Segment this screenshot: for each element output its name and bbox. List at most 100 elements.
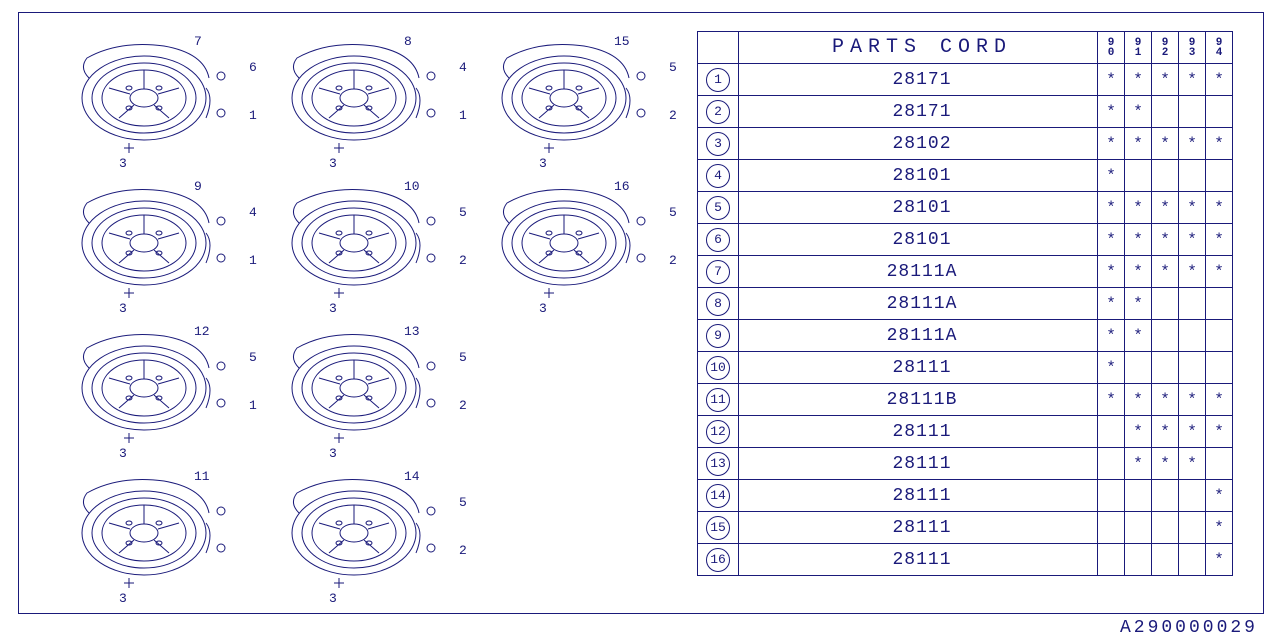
row-mark <box>1098 448 1125 480</box>
row-mark <box>1152 160 1179 192</box>
wheel-diagram: 14523 <box>279 473 449 593</box>
row-id: 5 <box>698 192 739 224</box>
row-code: 28111 <box>739 416 1098 448</box>
row-mark <box>1152 512 1179 544</box>
table-row: 1128111B***** <box>698 384 1233 416</box>
callout-number: 6 <box>249 60 257 75</box>
callout-number: 1 <box>249 253 257 268</box>
header-year-1: 91 <box>1125 32 1152 64</box>
row-id: 8 <box>698 288 739 320</box>
row-mark <box>1206 448 1233 480</box>
callout-number: 13 <box>404 324 420 339</box>
row-mark: * <box>1125 288 1152 320</box>
callout-number: 3 <box>119 301 127 316</box>
row-id: 2 <box>698 96 739 128</box>
row-mark <box>1125 512 1152 544</box>
row-code: 28171 <box>739 64 1098 96</box>
row-code: 28111A <box>739 256 1098 288</box>
wheel-diagram: 8413 <box>279 38 449 158</box>
row-mark <box>1152 352 1179 384</box>
row-mark: * <box>1152 416 1179 448</box>
callout-number: 3 <box>539 156 547 171</box>
row-mark <box>1179 96 1206 128</box>
table-row: 1628111* <box>698 544 1233 576</box>
callout-number: 8 <box>404 34 412 49</box>
callout-number: 1 <box>459 108 467 123</box>
callout-number: 2 <box>459 398 467 413</box>
row-id: 12 <box>698 416 739 448</box>
wheel-diagram: 7613 <box>69 38 239 158</box>
callout-number: 5 <box>459 205 467 220</box>
row-mark: * <box>1098 384 1125 416</box>
row-id: 15 <box>698 512 739 544</box>
row-mark: * <box>1098 96 1125 128</box>
callout-number: 3 <box>329 301 337 316</box>
row-mark: * <box>1125 192 1152 224</box>
wheel-diagram: 16523 <box>489 183 659 303</box>
document-number: A290000029 <box>1120 618 1258 638</box>
table-row: 328102***** <box>698 128 1233 160</box>
row-mark <box>1152 320 1179 352</box>
row-mark: * <box>1098 192 1125 224</box>
header-year-2: 92 <box>1152 32 1179 64</box>
table-row: 1228111**** <box>698 416 1233 448</box>
table-row: 128171***** <box>698 64 1233 96</box>
row-mark: * <box>1125 224 1152 256</box>
callout-number: 14 <box>404 469 420 484</box>
row-code: 28111 <box>739 352 1098 384</box>
row-mark: * <box>1179 416 1206 448</box>
header-year-3: 93 <box>1179 32 1206 64</box>
wheel-diagram: 9413 <box>69 183 239 303</box>
row-id: 16 <box>698 544 739 576</box>
header-parts-cord: PARTS CORD <box>739 32 1098 64</box>
callout-number: 16 <box>614 179 630 194</box>
row-mark: * <box>1125 384 1152 416</box>
row-mark: * <box>1098 160 1125 192</box>
callout-number: 7 <box>194 34 202 49</box>
row-mark <box>1152 544 1179 576</box>
callout-number: 10 <box>404 179 420 194</box>
row-mark: * <box>1206 128 1233 160</box>
wheel-diagram: 15523 <box>489 38 659 158</box>
row-mark <box>1098 480 1125 512</box>
callout-number: 3 <box>119 156 127 171</box>
row-mark <box>1179 352 1206 384</box>
callout-number: 11 <box>194 469 210 484</box>
row-id: 14 <box>698 480 739 512</box>
wheel-diagram: 13523 <box>279 328 449 448</box>
row-id: 6 <box>698 224 739 256</box>
row-id: 3 <box>698 128 739 160</box>
callout-number: 2 <box>669 253 677 268</box>
row-mark: * <box>1179 256 1206 288</box>
row-mark: * <box>1098 256 1125 288</box>
row-code: 28111 <box>739 512 1098 544</box>
callout-number: 3 <box>119 591 127 606</box>
row-mark: * <box>1179 384 1206 416</box>
row-mark <box>1179 160 1206 192</box>
table-row: 928111A** <box>698 320 1233 352</box>
callout-number: 3 <box>329 446 337 461</box>
row-mark: * <box>1125 64 1152 96</box>
row-mark: * <box>1098 352 1125 384</box>
callout-number: 5 <box>459 350 467 365</box>
row-mark <box>1179 288 1206 320</box>
row-code: 28101 <box>739 224 1098 256</box>
row-mark: * <box>1098 320 1125 352</box>
row-code: 28111 <box>739 448 1098 480</box>
row-mark: * <box>1152 448 1179 480</box>
row-code: 28171 <box>739 96 1098 128</box>
callout-number: 15 <box>614 34 630 49</box>
row-mark: * <box>1125 256 1152 288</box>
row-mark: * <box>1152 64 1179 96</box>
row-id: 10 <box>698 352 739 384</box>
row-mark: * <box>1098 64 1125 96</box>
callout-number: 5 <box>669 60 677 75</box>
row-id: 7 <box>698 256 739 288</box>
row-mark <box>1179 544 1206 576</box>
row-mark: * <box>1179 64 1206 96</box>
callout-number: 3 <box>539 301 547 316</box>
wheels-area: 7613 8413 <box>49 33 689 613</box>
row-mark: * <box>1206 224 1233 256</box>
row-mark: * <box>1206 384 1233 416</box>
row-mark: * <box>1179 448 1206 480</box>
